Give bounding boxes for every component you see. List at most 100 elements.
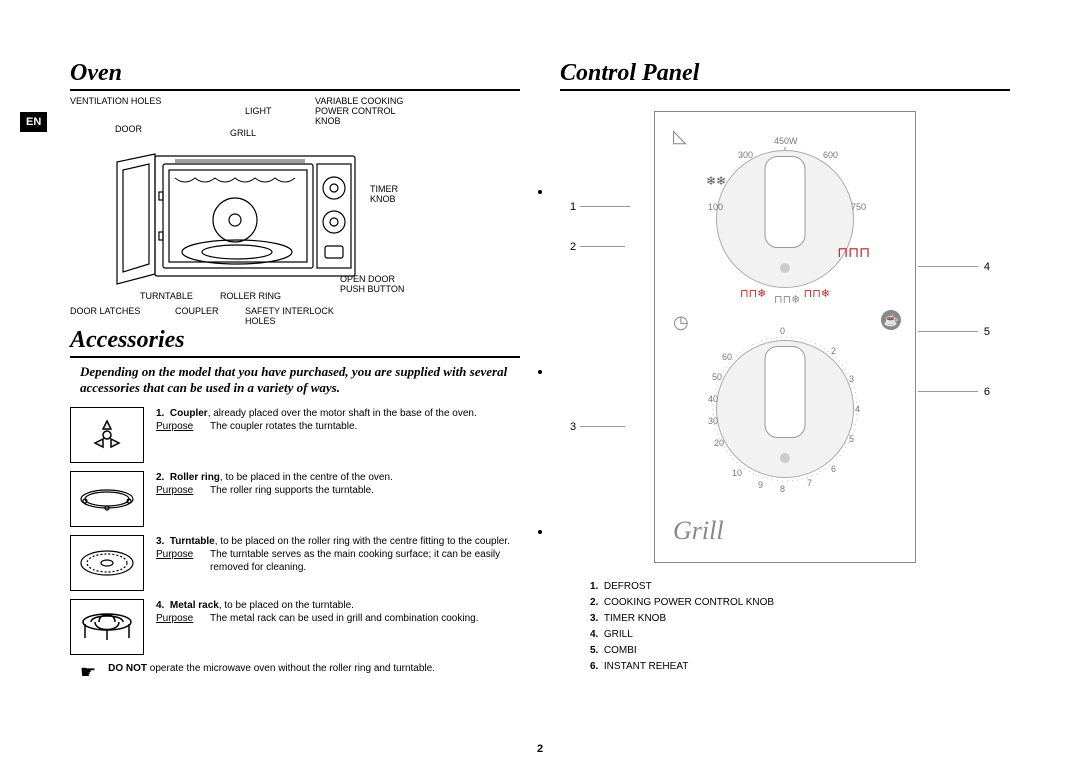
grill-icon: ⊓⊓⊓ <box>837 244 870 261</box>
legend-num: 2. <box>590 597 598 608</box>
timer-4: 4 <box>855 404 860 414</box>
divider-dot <box>538 190 542 194</box>
acc-purpose: The coupler rotates the turntable. <box>210 420 357 433</box>
divider-dot <box>538 530 542 534</box>
timer-2: 2 <box>831 346 836 356</box>
label-coupler: COUPLER <box>175 307 219 317</box>
timer-9: 9 <box>758 480 763 490</box>
oven-illustration <box>115 152 365 292</box>
label-variable-knob: VARIABLE COOKING POWER CONTROL KNOB <box>315 97 403 127</box>
acc-desc: , already placed over the motor shaft in… <box>208 408 477 419</box>
legend-num: 6. <box>590 661 598 672</box>
timer-20: 20 <box>714 438 724 448</box>
legend-label: COOKING POWER CONTROL KNOB <box>604 597 774 608</box>
timer-8: 8 <box>780 484 785 494</box>
timer-6: 6 <box>831 464 836 474</box>
legend-label: COMBI <box>604 645 637 656</box>
callout-5: 5 <box>984 326 990 338</box>
power-100: 100 <box>708 202 723 212</box>
acc-desc: , to be placed in the centre of the oven… <box>220 472 393 483</box>
acc-num: 1. <box>156 408 164 419</box>
label-door-latches: DOOR LATCHES <box>70 307 140 317</box>
accessories-intro: Depending on the model that you have pur… <box>80 364 520 397</box>
timer-3: 3 <box>849 374 854 384</box>
pointing-hand-icon: ☛ <box>80 663 96 681</box>
timer-7: 7 <box>807 478 812 488</box>
legend-label: TIMER KNOB <box>604 613 666 624</box>
combi-icon: ⊓⊓❄ <box>740 287 766 300</box>
rule <box>70 89 520 91</box>
timer-10: 10 <box>732 468 742 478</box>
legend-num: 3. <box>590 613 598 624</box>
accessory-row: 4. Metal rack, to be placed on the turnt… <box>70 599 520 655</box>
power-knob: 450W 300 600 100 750 ❄❄ ⊓⊓⊓ ⊓⊓❄ ⊓⊓❄ ⊓⊓❄ <box>710 144 860 294</box>
defrost-icon: ❄❄ <box>706 174 726 188</box>
combi-icon: ⊓⊓❄ <box>804 287 830 300</box>
legend-label: GRILL <box>604 629 633 640</box>
clock-icon: ◷ <box>673 312 689 333</box>
label-safety-holes: SAFETY INTERLOCK HOLES <box>245 307 334 327</box>
label-light: LIGHT <box>245 107 272 117</box>
callout-3: 3 <box>570 421 576 433</box>
power-750: 750 <box>851 202 866 212</box>
accessory-row: 2. Roller ring, to be placed in the cent… <box>70 471 520 527</box>
acc-desc: , to be placed on the turntable. <box>219 600 354 611</box>
acc-purpose: The roller ring supports the turntable. <box>210 484 374 497</box>
timer-40: 40 <box>708 394 718 404</box>
accessory-row: 3. Turntable, to be placed on the roller… <box>70 535 520 591</box>
legend-num: 1. <box>590 581 598 592</box>
divider-dot <box>538 370 542 374</box>
purpose-label: Purpose <box>156 548 210 574</box>
purpose-label: Purpose <box>156 484 210 497</box>
timer-30: 30 <box>708 416 718 426</box>
control-panel-heading: Control Panel <box>560 60 1010 87</box>
acc-num: 4. <box>156 600 164 611</box>
acc-purpose: The metal rack can be used in grill and … <box>210 612 478 625</box>
roller-ring-icon <box>70 471 144 527</box>
manual-page: EN Oven VENTILATION HOLES DOOR LIGHT GRI… <box>0 0 1080 763</box>
warning-note: ☛ DO NOT operate the microwave oven with… <box>80 663 520 681</box>
language-badge: EN <box>20 112 47 132</box>
right-column: Control Panel 1 2 3 4 5 6 <box>560 60 1010 733</box>
legend-label: INSTANT REHEAT <box>604 661 688 672</box>
donot-bold: DO NOT <box>108 663 147 674</box>
power-600: 600 <box>823 150 838 160</box>
leader-line <box>580 426 625 427</box>
legend-num: 5. <box>590 645 598 656</box>
legend-num: 4. <box>590 629 598 640</box>
purpose-label: Purpose <box>156 420 210 433</box>
label-ventilation-holes: VENTILATION HOLES <box>70 97 161 107</box>
control-panel-legend: 1. DEFROST 2. COOKING POWER CONTROL KNOB… <box>590 579 1010 675</box>
rule <box>560 89 1010 91</box>
acc-name: Turntable <box>170 536 215 547</box>
purpose-label: Purpose <box>156 612 210 625</box>
acc-num: 2. <box>156 472 164 483</box>
label-grill: GRILL <box>230 129 256 139</box>
acc-name: Roller ring <box>170 472 220 483</box>
callout-6: 6 <box>984 386 990 398</box>
accessory-row: 1. Coupler, already placed over the moto… <box>70 407 520 463</box>
label-turntable: TURNTABLE <box>140 292 193 302</box>
acc-num: 3. <box>156 536 164 547</box>
acc-name: Coupler <box>170 408 208 419</box>
cup-icon: ☕ <box>881 310 901 330</box>
power-300: 300 <box>738 150 753 160</box>
rule <box>70 356 520 358</box>
leader-line <box>580 206 630 207</box>
label-timer-knob: TIMER KNOB <box>370 185 398 205</box>
grill-brand-text: Grill <box>673 516 724 546</box>
callout-1: 1 <box>570 201 576 213</box>
left-column: EN Oven VENTILATION HOLES DOOR LIGHT GRI… <box>70 60 520 733</box>
donot-text: operate the microwave oven without the r… <box>147 663 435 674</box>
timer-5: 5 <box>849 434 854 444</box>
coupler-icon <box>70 407 144 463</box>
leader-line <box>918 331 978 332</box>
acc-desc: , to be placed on the roller ring with t… <box>215 536 510 547</box>
label-roller-ring: ROLLER RING <box>220 292 281 302</box>
turntable-icon <box>70 535 144 591</box>
leader-line <box>580 246 625 247</box>
accessories-heading: Accessories <box>70 327 520 354</box>
triangle-icon: ◺ <box>673 126 687 147</box>
metal-rack-icon <box>70 599 144 655</box>
timer-0: 0 <box>780 326 785 336</box>
